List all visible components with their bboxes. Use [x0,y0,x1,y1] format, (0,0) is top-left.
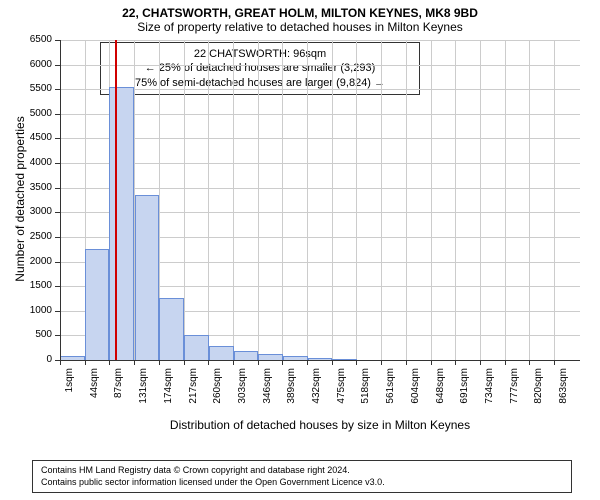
footer-line-1: Contains HM Land Registry data © Crown c… [41,465,563,477]
footer-line-2: Contains public sector information licen… [41,477,563,489]
axis-line [60,40,61,360]
x-tick-label: 561sqm [385,368,396,412]
x-tick-label: 734sqm [484,368,495,412]
y-tick-label: 2500 [12,231,52,242]
x-tick-label: 863sqm [558,368,569,412]
axis-line [60,360,580,361]
grid-line [60,188,580,189]
grid-line [381,40,382,360]
x-tick-label: 777sqm [509,368,520,412]
y-tick-label: 0 [12,354,52,365]
grid-line [332,40,333,360]
grid-line [258,40,259,360]
grid-line [455,40,456,360]
x-tick-label: 389sqm [286,368,297,412]
y-tick-label: 500 [12,329,52,340]
grid-line [208,40,209,360]
chart-container: 22, CHATSWORTH, GREAT HOLM, MILTON KEYNE… [0,0,600,500]
x-tick-label: 174sqm [163,368,174,412]
grid-line [60,163,580,164]
footer-box: Contains HM Land Registry data © Crown c… [32,460,572,493]
chart-subtitle: Size of property relative to detached ho… [0,20,600,34]
grid-line [233,40,234,360]
x-tick-label: 1sqm [64,368,75,412]
x-tick-label: 604sqm [410,368,421,412]
y-tick-label: 1000 [12,305,52,316]
grid-line [554,40,555,360]
x-axis-label: Distribution of detached houses by size … [60,418,580,432]
grid-line [480,40,481,360]
grid-line [356,40,357,360]
histogram-bar [135,195,160,360]
grid-line [406,40,407,360]
plot-area [60,40,580,360]
y-tick-label: 3000 [12,206,52,217]
histogram-bar [109,87,134,360]
x-tick-label: 432sqm [311,368,322,412]
histogram-bar [209,346,234,360]
histogram-bar [85,249,110,360]
x-tick-label: 648sqm [435,368,446,412]
x-tick-label: 260sqm [212,368,223,412]
x-tick-label: 518sqm [360,368,371,412]
y-tick-label: 6000 [12,59,52,70]
grid-line [505,40,506,360]
grid-line [60,114,580,115]
grid-line [60,65,580,66]
y-tick-label: 3500 [12,182,52,193]
x-tick-label: 691sqm [459,368,470,412]
chart-title: 22, CHATSWORTH, GREAT HOLM, MILTON KEYNE… [0,0,600,20]
histogram-bar [184,335,209,360]
grid-line [529,40,530,360]
x-tick-label: 303sqm [237,368,248,412]
y-tick-label: 5500 [12,83,52,94]
y-tick-label: 4500 [12,132,52,143]
x-tick-label: 820sqm [533,368,544,412]
x-tick-label: 346sqm [262,368,273,412]
y-tick-label: 2000 [12,256,52,267]
y-tick-label: 6500 [12,34,52,45]
grid-line [60,138,580,139]
grid-line [282,40,283,360]
histogram-bar [159,298,184,360]
x-tick-label: 475sqm [336,368,347,412]
grid-line [431,40,432,360]
y-tick-label: 5000 [12,108,52,119]
y-tick-label: 4000 [12,157,52,168]
histogram-bar [234,351,259,360]
x-tick-label: 87sqm [113,368,124,412]
grid-line [60,89,580,90]
grid-line [60,40,580,41]
x-tick-label: 131sqm [138,368,149,412]
grid-line [307,40,308,360]
x-tick-label: 44sqm [89,368,100,412]
property-marker-line [115,40,117,360]
y-axis-label: Number of detached properties [13,99,27,299]
y-tick-label: 1500 [12,280,52,291]
x-tick-label: 217sqm [188,368,199,412]
